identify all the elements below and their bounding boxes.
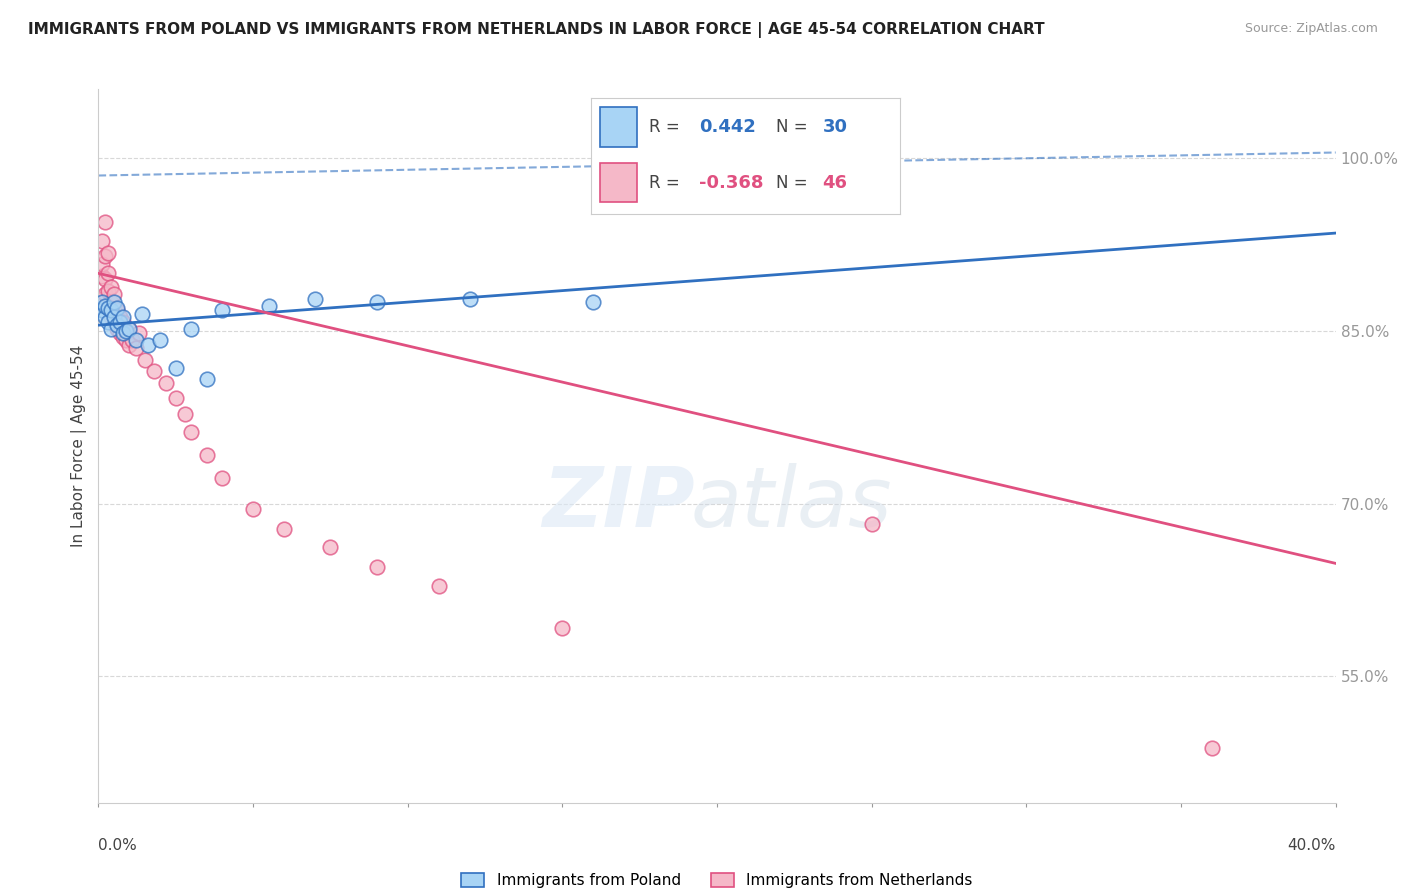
Point bbox=[257, 299, 280, 313]
Point bbox=[136, 337, 159, 351]
Point bbox=[112, 315, 135, 329]
Point bbox=[103, 295, 125, 310]
Point bbox=[100, 303, 122, 318]
Point bbox=[90, 268, 112, 283]
Point bbox=[131, 307, 153, 321]
Point bbox=[90, 292, 112, 306]
Point bbox=[211, 303, 233, 318]
Point bbox=[366, 295, 388, 310]
Point bbox=[100, 280, 122, 294]
Point bbox=[97, 301, 120, 315]
Text: Source: ZipAtlas.com: Source: ZipAtlas.com bbox=[1244, 22, 1378, 36]
Point bbox=[97, 245, 120, 260]
Point bbox=[211, 471, 233, 485]
Point bbox=[124, 333, 146, 347]
Text: 0.0%: 0.0% bbox=[98, 838, 138, 854]
Point bbox=[108, 326, 131, 341]
Point bbox=[1201, 740, 1223, 755]
Point bbox=[105, 301, 128, 315]
Point bbox=[582, 295, 605, 310]
Text: 0.442: 0.442 bbox=[699, 118, 755, 136]
Text: R =: R = bbox=[650, 118, 681, 136]
Point bbox=[165, 391, 187, 405]
Point bbox=[93, 299, 115, 313]
Point bbox=[93, 249, 115, 263]
Text: N =: N = bbox=[776, 174, 807, 192]
Y-axis label: In Labor Force | Age 45-54: In Labor Force | Age 45-54 bbox=[72, 345, 87, 547]
Text: 46: 46 bbox=[823, 174, 848, 192]
Point bbox=[115, 333, 138, 347]
FancyBboxPatch shape bbox=[600, 163, 637, 202]
Point bbox=[103, 310, 125, 324]
Point bbox=[100, 310, 122, 324]
Point bbox=[100, 321, 122, 335]
Point bbox=[195, 372, 218, 386]
Point bbox=[100, 295, 122, 310]
Point bbox=[180, 425, 202, 440]
Point bbox=[105, 321, 128, 335]
Text: atlas: atlas bbox=[690, 463, 893, 543]
Point bbox=[319, 541, 342, 555]
Point bbox=[195, 448, 218, 462]
Point bbox=[103, 315, 125, 329]
Point bbox=[128, 326, 150, 341]
Point bbox=[105, 318, 128, 333]
Text: 40.0%: 40.0% bbox=[1288, 838, 1336, 854]
Point bbox=[112, 329, 135, 343]
Point bbox=[108, 315, 131, 329]
Point bbox=[304, 292, 326, 306]
Point bbox=[118, 337, 141, 351]
Point bbox=[366, 559, 388, 574]
Point bbox=[97, 284, 120, 298]
Point bbox=[90, 295, 112, 310]
Text: N =: N = bbox=[776, 118, 807, 136]
Point bbox=[273, 522, 295, 536]
Point bbox=[134, 352, 156, 367]
Point bbox=[143, 364, 166, 378]
Point bbox=[90, 257, 112, 271]
Point bbox=[124, 341, 146, 355]
Point bbox=[108, 310, 131, 324]
Point bbox=[118, 321, 141, 335]
Point bbox=[97, 315, 120, 329]
Point bbox=[149, 333, 172, 347]
Point bbox=[105, 303, 128, 318]
Text: -0.368: -0.368 bbox=[699, 174, 763, 192]
Point bbox=[242, 502, 264, 516]
Text: 30: 30 bbox=[823, 118, 848, 136]
Point bbox=[458, 292, 481, 306]
Point bbox=[427, 579, 450, 593]
Point bbox=[97, 301, 120, 315]
FancyBboxPatch shape bbox=[600, 107, 637, 147]
Point bbox=[97, 266, 120, 280]
Point bbox=[93, 310, 115, 324]
Point bbox=[180, 321, 202, 335]
Point bbox=[121, 333, 143, 347]
Point bbox=[165, 360, 187, 375]
Point bbox=[115, 324, 138, 338]
Point bbox=[112, 326, 135, 341]
Text: R =: R = bbox=[650, 174, 681, 192]
Text: ZIP: ZIP bbox=[541, 463, 695, 543]
Point bbox=[103, 287, 125, 301]
Point bbox=[860, 517, 883, 532]
Legend: Immigrants from Poland, Immigrants from Netherlands: Immigrants from Poland, Immigrants from … bbox=[461, 873, 973, 888]
Point bbox=[90, 234, 112, 248]
Point bbox=[93, 214, 115, 228]
Point bbox=[174, 407, 197, 421]
Point bbox=[90, 303, 112, 318]
Point bbox=[93, 272, 115, 286]
Point bbox=[155, 376, 177, 390]
Text: IMMIGRANTS FROM POLAND VS IMMIGRANTS FROM NETHERLANDS IN LABOR FORCE | AGE 45-54: IMMIGRANTS FROM POLAND VS IMMIGRANTS FRO… bbox=[28, 22, 1045, 38]
Point bbox=[118, 321, 141, 335]
Point bbox=[112, 310, 135, 324]
Point bbox=[551, 621, 574, 635]
Point bbox=[93, 287, 115, 301]
Point bbox=[103, 301, 125, 315]
